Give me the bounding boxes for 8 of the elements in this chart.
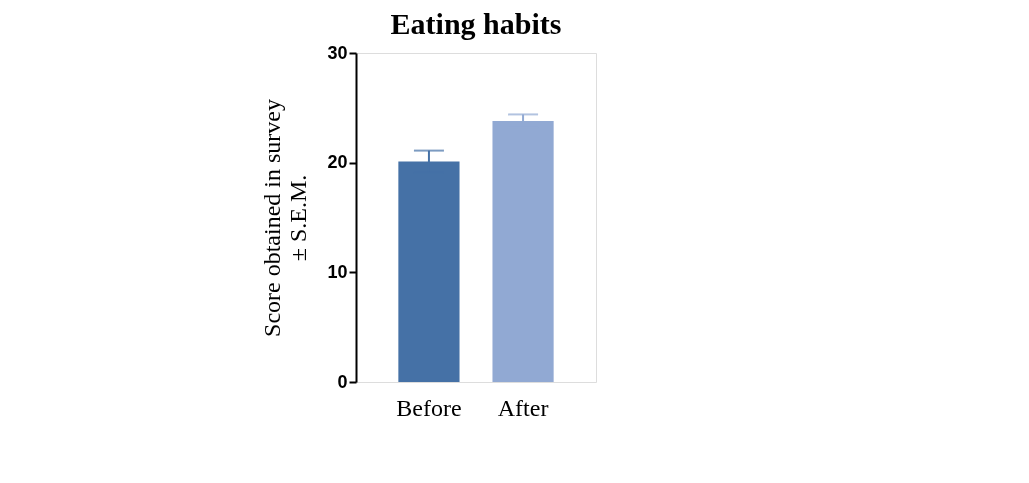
x-tick-label: Before	[396, 394, 462, 421]
y-axis-title: Score obtained in survey ± S.E.M.	[259, 99, 312, 337]
y-tick-label: 20	[327, 152, 348, 173]
x-tick-label: After	[497, 394, 549, 421]
y-tick-label: 0	[337, 371, 348, 392]
chart-title: Eating habits	[390, 7, 562, 40]
y-tick-label: 30	[327, 42, 348, 63]
y-tick-label: 10	[327, 261, 348, 282]
